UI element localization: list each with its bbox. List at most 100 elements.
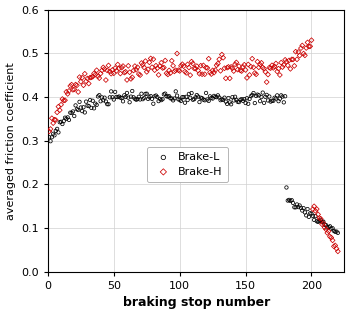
Brake-L (276, 99, 281, 104)
Brake-L (280, 94, 285, 99)
Brake-L (78, 105, 84, 110)
Brake-L (232, 94, 238, 99)
Brake-H (147, 60, 152, 65)
Brake-L (66, 117, 72, 123)
Brake-H (148, 56, 154, 61)
Brake-L (130, 89, 135, 94)
Brake-H (284, 59, 289, 64)
Brake-L (132, 96, 138, 101)
Brake-H (301, 51, 306, 56)
Brake-H (156, 72, 161, 77)
Brake-H (139, 60, 144, 66)
Brake-H (90, 74, 96, 79)
Brake-H (185, 62, 190, 67)
Brake-H (233, 60, 239, 65)
Brake-H (265, 72, 271, 77)
Brake-H (62, 98, 68, 103)
Brake-H (210, 68, 216, 73)
Brake-L (49, 135, 55, 140)
Brake-H (302, 53, 308, 58)
Brake-H (97, 76, 102, 81)
Brake-L (47, 135, 52, 140)
Brake-L (255, 92, 260, 97)
Brake-H (172, 69, 177, 74)
Brake-L (119, 95, 125, 100)
Legend: Brake-L, Brake-H: Brake-L, Brake-H (147, 147, 228, 182)
Brake-H (83, 79, 89, 84)
Brake-H (273, 61, 279, 66)
Brake-L (173, 89, 178, 94)
Brake-L (85, 103, 90, 108)
Brake-H (218, 68, 223, 73)
Brake-H (128, 76, 134, 81)
Brake-L (131, 95, 136, 100)
Brake-L (286, 198, 292, 203)
Brake-L (153, 93, 159, 98)
Brake-L (284, 185, 289, 190)
Brake-H (201, 63, 206, 68)
Brake-L (331, 228, 337, 233)
Brake-L (252, 100, 258, 106)
Brake-H (202, 72, 208, 77)
Brake-H (193, 66, 198, 71)
Brake-L (227, 100, 233, 105)
Brake-L (271, 98, 276, 103)
Brake-H (177, 68, 182, 73)
Brake-L (288, 198, 293, 203)
Brake-L (235, 99, 240, 104)
Brake-L (265, 98, 271, 103)
Brake-L (310, 213, 316, 218)
Brake-H (182, 69, 188, 74)
Brake-L (165, 94, 171, 99)
Brake-L (243, 100, 248, 106)
Brake-L (238, 97, 243, 102)
Brake-L (204, 97, 210, 102)
Brake-L (174, 93, 180, 98)
Brake-L (202, 98, 208, 103)
Brake-H (272, 64, 278, 69)
Brake-H (56, 104, 61, 109)
Brake-L (209, 95, 214, 100)
Brake-L (162, 91, 168, 96)
Brake-H (188, 73, 193, 78)
Brake-H (120, 64, 126, 69)
Brake-H (277, 72, 283, 77)
Brake-L (170, 98, 176, 103)
Brake-H (142, 59, 148, 64)
Brake-H (207, 70, 213, 75)
Brake-H (211, 70, 217, 75)
Brake-L (142, 91, 148, 96)
Brake-H (330, 238, 335, 243)
Brake-L (256, 93, 261, 98)
Brake-L (139, 91, 144, 96)
Brake-L (330, 226, 335, 231)
Brake-L (57, 120, 63, 125)
Brake-H (130, 75, 135, 80)
Brake-L (190, 97, 196, 102)
Brake-H (198, 63, 204, 68)
Brake-L (77, 99, 82, 104)
Brake-H (189, 59, 194, 64)
Brake-L (188, 95, 193, 100)
Brake-H (195, 68, 201, 73)
Brake-L (48, 139, 53, 144)
Brake-L (124, 90, 130, 95)
Brake-L (290, 200, 296, 205)
Brake-L (98, 99, 103, 104)
Brake-L (172, 96, 177, 101)
Brake-H (178, 63, 184, 68)
Brake-L (156, 99, 161, 104)
Brake-L (222, 95, 227, 100)
Brake-H (257, 62, 263, 67)
Brake-H (223, 76, 229, 81)
Brake-L (149, 96, 155, 101)
Brake-L (136, 94, 142, 99)
Brake-H (149, 65, 155, 70)
Brake-H (197, 71, 202, 76)
Brake-H (285, 63, 290, 68)
Brake-L (224, 101, 230, 106)
Brake-L (177, 97, 182, 102)
Brake-L (195, 94, 201, 99)
Brake-H (99, 68, 105, 73)
Brake-H (123, 69, 128, 74)
